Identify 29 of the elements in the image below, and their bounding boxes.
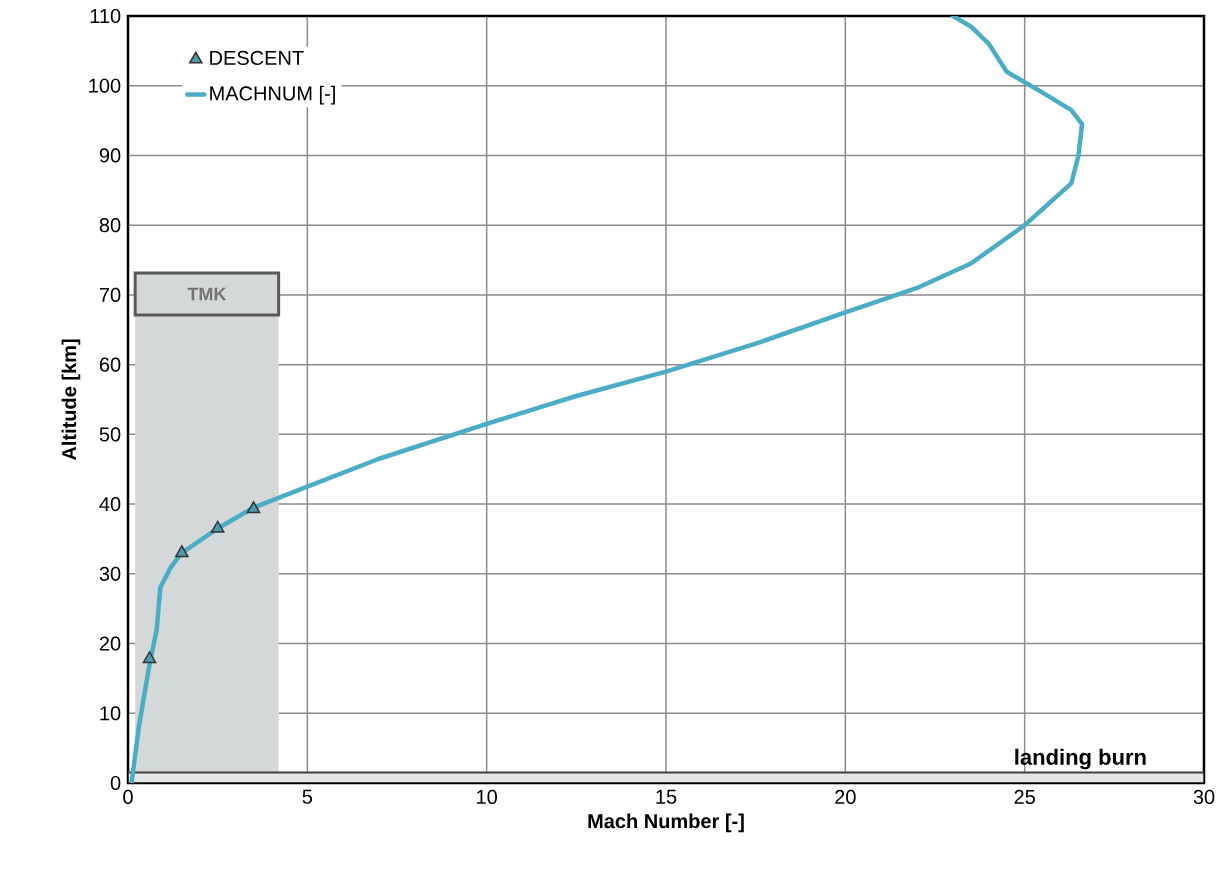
x-tick-label: 20	[835, 789, 856, 805]
y-tick-label: 100	[89, 78, 121, 93]
y-tick-label: 80	[99, 218, 121, 233]
x-axis-title: Mach Number [-]	[588, 813, 744, 833]
y-tick-label: 110	[90, 8, 121, 24]
y-tick-label: 0	[110, 775, 121, 791]
x-tick-label: 25	[1014, 789, 1035, 805]
x-tick-label: 5	[302, 789, 313, 804]
y-tick-label: 40	[99, 497, 121, 512]
y-tick-label: 20	[99, 636, 121, 651]
y-tick-label: 70	[99, 287, 121, 302]
x-tick-label: 30	[1193, 789, 1215, 805]
y-tick-label: 10	[100, 706, 121, 721]
x-tick-label: 10	[477, 789, 497, 805]
point	[246, 501, 261, 514]
x-tick-label: 0	[123, 789, 133, 805]
y-axis-title: Altitude [km]	[61, 339, 81, 461]
point	[142, 651, 157, 664]
point	[210, 520, 225, 533]
point	[174, 545, 189, 558]
legend-label: DESCENT	[210, 50, 304, 66]
y-tick-label: 50	[99, 427, 121, 442]
y-tick-label: 90	[99, 148, 121, 163]
band-label: TMK	[187, 287, 227, 301]
y-tick-label: 30	[99, 566, 121, 581]
x-tick-label: 15	[656, 789, 677, 804]
legend-label: MACHNUM [-]	[210, 85, 335, 105]
band-label: landing burn	[1015, 748, 1146, 770]
y-tick-label: 60	[99, 357, 121, 372]
